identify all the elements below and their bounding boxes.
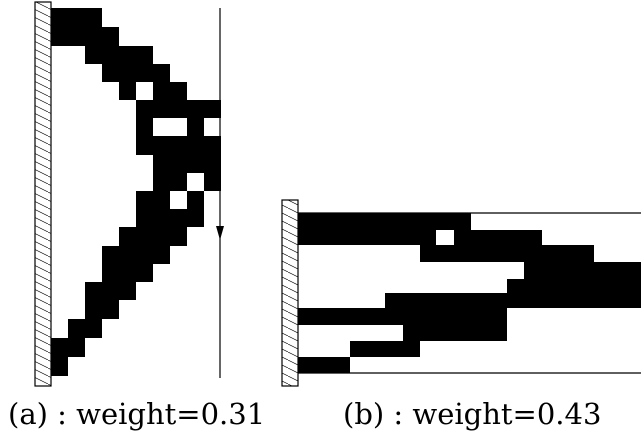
- panel-a: [34, 1, 224, 387]
- fixed-support-b: [281, 199, 299, 387]
- caption-a: (a) : weight=0.31: [8, 397, 265, 431]
- caption-b: (b) : weight=0.43: [343, 397, 601, 431]
- material-layout-a: [51, 8, 221, 376]
- material-layout-b: [298, 213, 641, 373]
- load-arrow-icon: [216, 226, 224, 240]
- fixed-support-a: [34, 1, 52, 387]
- panel-b: [281, 199, 641, 387]
